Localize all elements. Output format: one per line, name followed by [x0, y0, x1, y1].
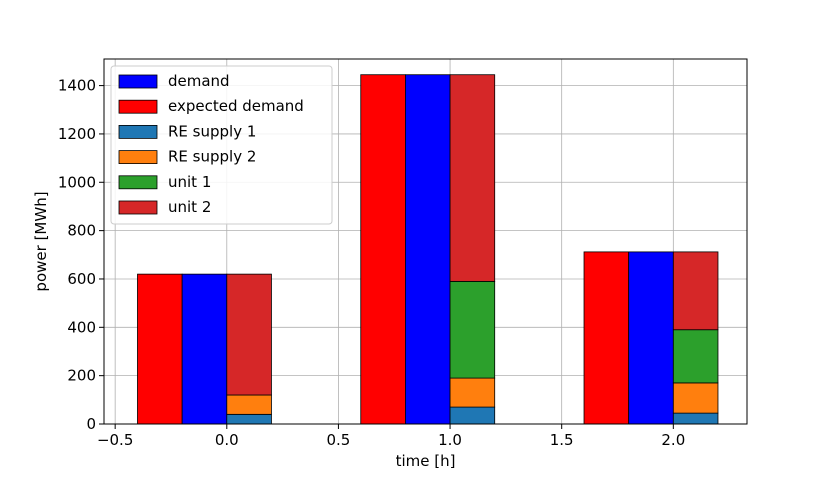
- y-tick-label: 200: [67, 367, 96, 385]
- bar-re-supply-1: [226, 413, 272, 425]
- legend-swatch: [118, 150, 158, 165]
- legend-swatch: [118, 175, 158, 190]
- axis-ticks: −0.5 0.0 0.5 1.0 1.5 2.0 0 200 400 600 800 1000 1200…: [58, 77, 685, 449]
- plot-frame: [103, 58, 748, 425]
- bar-unit-2: [672, 251, 719, 331]
- x-tick-label: 1.0: [438, 431, 462, 449]
- legend-swatch: [118, 99, 158, 114]
- bar-demand: [405, 74, 451, 425]
- bar-re-supply-1: [449, 406, 496, 425]
- y-axis-label: power [MWh]: [32, 191, 50, 291]
- bars: [137, 74, 719, 425]
- legend-swatch: [118, 74, 158, 89]
- bar-demand: [628, 251, 674, 425]
- y-tick-label: 600: [67, 270, 96, 288]
- bar-re-supply-1: [672, 412, 719, 425]
- legend-label: unit 2: [168, 198, 211, 216]
- legend-swatch: [118, 200, 158, 215]
- y-tick-label: 1400: [58, 77, 96, 95]
- bar-unit-1: [672, 329, 719, 384]
- bar-re-supply-2: [672, 382, 719, 414]
- legend: demand expected demand RE supply 1 RE suppl…: [110, 65, 333, 225]
- y-tick-label: 400: [67, 318, 96, 336]
- bar-expected-demand: [360, 74, 406, 425]
- x-axis-label: time [h]: [396, 452, 456, 470]
- bar-expected-demand: [583, 251, 630, 425]
- legend-label: RE supply 2: [168, 148, 256, 166]
- bar-unit-1: [449, 280, 496, 379]
- y-tick-label: 0: [86, 415, 96, 433]
- legend-label: expected demand: [168, 97, 304, 115]
- y-tick-label: 800: [67, 222, 96, 240]
- legend-swatch: [118, 125, 158, 139]
- y-tick-label: 1200: [58, 125, 96, 143]
- legend-label: unit 1: [168, 173, 211, 191]
- bar-unit-2: [226, 273, 272, 396]
- x-tick-label: 1.5: [550, 431, 574, 449]
- legend-label: demand: [168, 72, 230, 90]
- y-tick-label: 1000: [58, 173, 96, 191]
- x-tick-label: 0.0: [215, 431, 239, 449]
- bar-expected-demand: [137, 273, 183, 425]
- bar-re-supply-2: [226, 394, 272, 415]
- legend-label: RE supply 1: [168, 122, 256, 140]
- x-tick-label: 0.5: [326, 431, 350, 449]
- bar-re-supply-2: [449, 377, 496, 408]
- legend-box: [110, 65, 333, 225]
- x-tick-label: 2.0: [661, 431, 685, 449]
- bar-unit-2: [449, 74, 496, 282]
- x-tick-label: −0.5: [97, 431, 133, 449]
- bar-demand: [181, 273, 228, 425]
